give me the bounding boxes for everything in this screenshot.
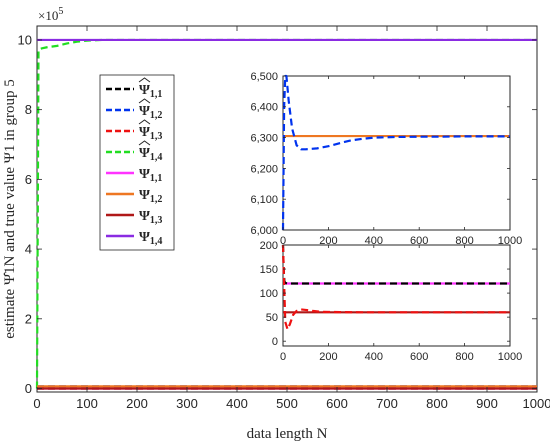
main-ytick-label: 10 xyxy=(18,32,32,47)
legend-label-psi: Ψ xyxy=(139,230,150,245)
legend-label-subscript: 1,3 xyxy=(150,215,163,226)
inset-top-ytick-label: 6,300 xyxy=(250,132,278,144)
legend-label-subscript: 1,3 xyxy=(150,131,163,142)
legend: Ψ1,1Ψ1,2Ψ1,3Ψ1,4Ψ1,1Ψ1,2Ψ1,3Ψ1,4 xyxy=(99,74,175,251)
inset-bottom-frame xyxy=(282,244,511,347)
legend-hat-4 xyxy=(138,140,151,146)
inset-bottom-ytick-label: 0 xyxy=(272,336,278,348)
legend-label-2: Ψ1,2 xyxy=(139,104,162,121)
inset-top-xtick-label: 600 xyxy=(410,235,428,247)
main-xtick-label: 1000 xyxy=(523,396,550,411)
inset-bottom-ytick-label: 100 xyxy=(260,288,278,300)
main-xtick-label: 400 xyxy=(226,396,248,411)
y-exponent-label: ×105 xyxy=(38,6,63,23)
y-exponent-power: 5 xyxy=(58,6,63,17)
legend-label-1: Ψ1,1 xyxy=(139,83,162,100)
legend-label-3: Ψ1,3 xyxy=(139,125,162,142)
inset-bottom-series-line-4 xyxy=(281,244,510,331)
legend-label-subscript: 1,2 xyxy=(150,194,163,205)
legend-hat-3 xyxy=(138,119,151,125)
main-xtick-label: 300 xyxy=(176,396,198,411)
main-xtick-label: 200 xyxy=(126,396,148,411)
legend-label-4: Ψ1,4 xyxy=(139,146,162,163)
y-axis-label: estimate Ψ̂1N and true value Ψ1 in group… xyxy=(2,79,18,339)
legend-label-psi: Ψ xyxy=(139,104,150,119)
legend-label-psi: Ψ xyxy=(139,167,150,182)
main-xtick-label: 900 xyxy=(476,396,498,411)
legend-label-psi: Ψ xyxy=(139,209,150,224)
legend-label-subscript: 1,2 xyxy=(150,110,163,121)
inset-top-ticks-group: 0 200 400 600 800 1000 6,000 6,100 6,200 6,300 6,4… xyxy=(250,71,522,247)
main-ytick-label: 4 xyxy=(25,242,32,257)
main-ytick-label: 0 xyxy=(25,381,32,396)
main-ytick-label: 8 xyxy=(25,102,32,117)
inset-top-ytick-label: 6,500 xyxy=(250,71,278,83)
legend-label-subscript: 1,4 xyxy=(150,152,163,163)
legend-label-psi: Ψ xyxy=(139,188,150,203)
inset-bottom-xtick-label: 1000 xyxy=(498,351,522,363)
inset-top-xtick-label: 1000 xyxy=(498,235,522,247)
inset-top-xtick-label: 800 xyxy=(455,235,473,247)
legend-label-8: Ψ1,4 xyxy=(139,230,162,247)
legend-label-subscript: 1,4 xyxy=(150,236,163,247)
legend-box xyxy=(99,74,175,251)
inset-bottom-plot: 0 200 400 600 800 1000 0 50 100 150 200 xyxy=(260,240,523,363)
inset-bottom-ytick-label: 50 xyxy=(266,312,278,324)
main-xtick-label: 700 xyxy=(376,396,398,411)
y-exponent-base: ×10 xyxy=(38,8,58,23)
main-series-line-4 xyxy=(35,38,537,389)
inset-bottom-xtick-label: 400 xyxy=(365,351,383,363)
main-ytick-label: 6 xyxy=(25,172,32,187)
inset-top-ytick-label: 6,200 xyxy=(250,163,278,175)
legend-label-6: Ψ1,2 xyxy=(139,188,162,205)
main-xtick-label: 100 xyxy=(76,396,98,411)
inset-top-plot: 0 200 400 600 800 1000 6,000 6,100 6,200 6,300 6,4… xyxy=(250,71,522,247)
legend-label-psi: Ψ xyxy=(139,83,150,98)
inset-top-series-group xyxy=(281,74,510,231)
main-xtick-label: 0 xyxy=(33,396,40,411)
inset-top-xtick-label: 200 xyxy=(319,235,337,247)
inset-bottom-xtick-label: 200 xyxy=(319,351,337,363)
legend-hat-1 xyxy=(138,77,151,83)
inset-bottom-ticks-group: 0 200 400 600 800 1000 0 50 100 150 200 xyxy=(260,240,523,363)
inset-bottom-xtick-label: 800 xyxy=(455,351,473,363)
inset-top-ytick-label: 6,100 xyxy=(250,194,278,206)
inset-top-series-line-2 xyxy=(281,74,510,231)
main-ytick-label: 2 xyxy=(25,311,32,326)
legend-label-subscript: 1,1 xyxy=(150,89,163,100)
inset-top-xtick-label: 0 xyxy=(280,235,286,247)
main-xtick-label: 500 xyxy=(276,396,298,411)
legend-label-7: Ψ1,3 xyxy=(139,209,162,226)
legend-hat-2 xyxy=(138,98,151,104)
inset-bottom-ytick-label: 150 xyxy=(260,264,278,276)
inset-top-frame xyxy=(282,75,511,231)
legend-label-psi: Ψ xyxy=(139,125,150,140)
inset-top-xtick-label: 400 xyxy=(365,235,383,247)
inset-bottom-xtick-label: 600 xyxy=(410,351,428,363)
x-axis-label: data length N xyxy=(247,426,328,442)
inset-bottom-ytick-label: 200 xyxy=(260,240,278,252)
main-xtick-label: 600 xyxy=(326,396,348,411)
inset-top-ytick-label: 6,000 xyxy=(250,225,278,237)
main-xtick-label: 800 xyxy=(426,396,448,411)
inset-bottom-xtick-label: 0 xyxy=(280,351,286,363)
legend-label-5: Ψ1,1 xyxy=(139,167,162,184)
inset-bottom-series-group xyxy=(281,244,510,331)
legend-label-psi: Ψ xyxy=(139,146,150,161)
inset-top-ytick-label: 6,400 xyxy=(250,102,278,114)
legend-label-subscript: 1,1 xyxy=(150,173,163,184)
